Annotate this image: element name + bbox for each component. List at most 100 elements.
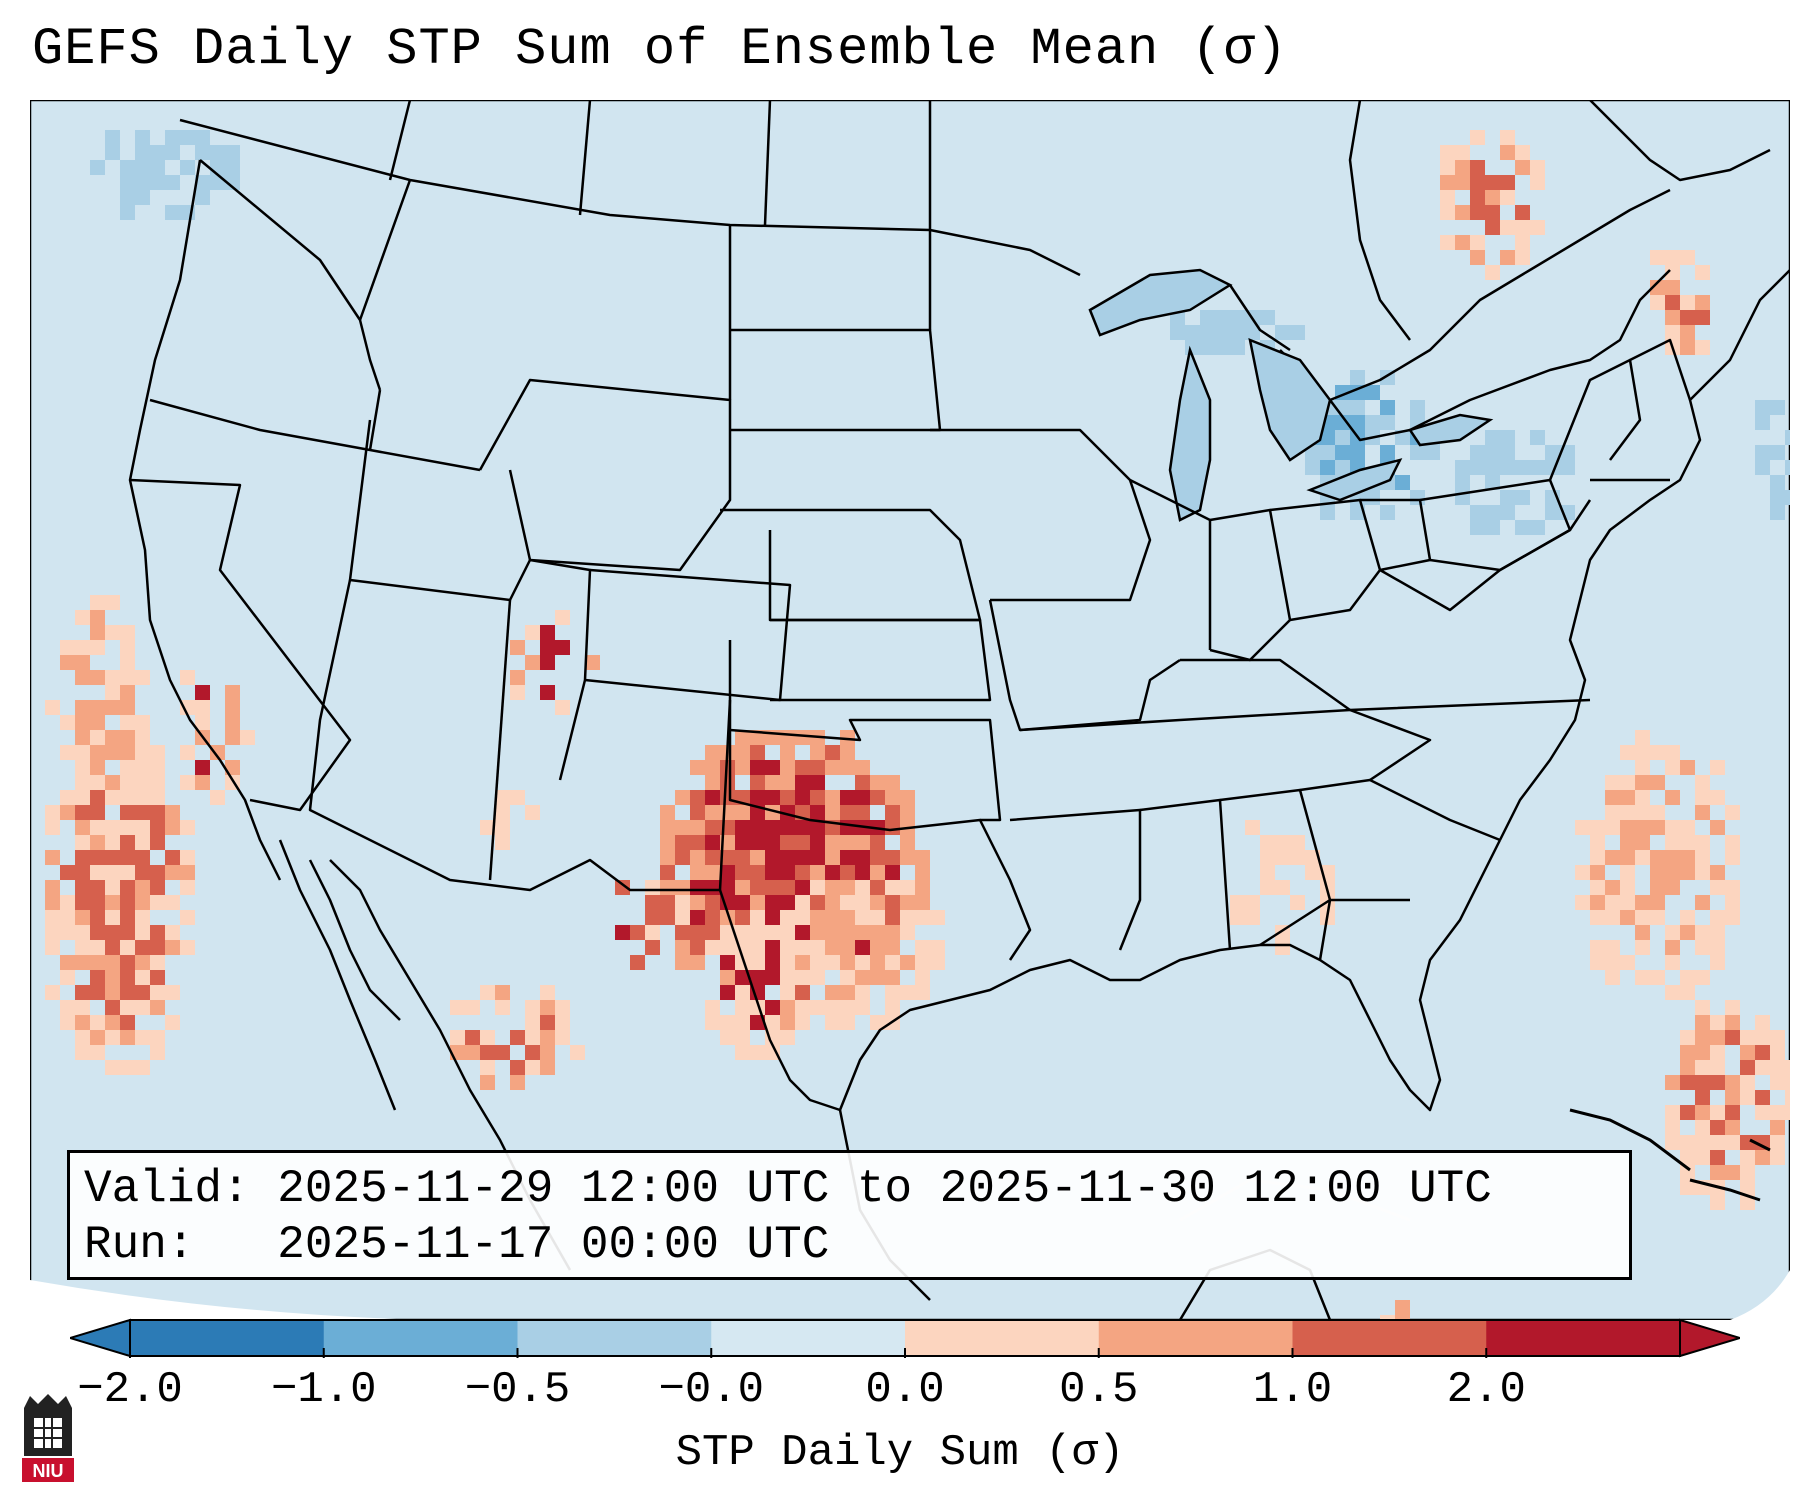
anomaly-cell bbox=[105, 745, 120, 760]
anomaly-cell bbox=[1725, 910, 1740, 925]
anomaly-cell bbox=[105, 955, 120, 970]
anomaly-cell bbox=[1260, 865, 1275, 880]
anomaly-cell bbox=[780, 745, 795, 760]
anomaly-cell bbox=[90, 985, 105, 1000]
anomaly-cell bbox=[225, 160, 240, 175]
anomaly-cell bbox=[60, 955, 75, 970]
anomaly-cell bbox=[1650, 280, 1665, 295]
anomaly-cell bbox=[720, 805, 735, 820]
anomaly-cell bbox=[1770, 1030, 1785, 1045]
anomaly-cell bbox=[105, 895, 120, 910]
anomaly-cell bbox=[705, 925, 720, 940]
anomaly-cell bbox=[765, 955, 780, 970]
anomaly-cell bbox=[855, 775, 870, 790]
anomaly-cell bbox=[180, 910, 195, 925]
anomaly-cell bbox=[120, 625, 135, 640]
anomaly-cell bbox=[1380, 1315, 1395, 1320]
anomaly-cell bbox=[1170, 325, 1185, 340]
anomaly-cell bbox=[75, 610, 90, 625]
anomaly-cell bbox=[1680, 325, 1695, 340]
anomaly-cell bbox=[645, 895, 660, 910]
anomaly-cell bbox=[1455, 475, 1470, 490]
anomaly-cell bbox=[1665, 790, 1680, 805]
anomaly-cell bbox=[1680, 850, 1695, 865]
anomaly-cell bbox=[1680, 1105, 1695, 1120]
anomaly-cell bbox=[1530, 430, 1545, 445]
anomaly-cell bbox=[795, 820, 810, 835]
anomaly-cell bbox=[105, 820, 120, 835]
anomaly-cell bbox=[1290, 835, 1305, 850]
anomaly-cell bbox=[840, 790, 855, 805]
anomaly-cell bbox=[555, 1000, 570, 1015]
anomaly-cell bbox=[165, 925, 180, 940]
anomaly-cell bbox=[1545, 505, 1560, 520]
anomaly-cell bbox=[105, 775, 120, 790]
anomaly-cell bbox=[135, 145, 150, 160]
anomaly-cell bbox=[1230, 325, 1245, 340]
anomaly-cell bbox=[780, 730, 795, 745]
anomaly-cell bbox=[60, 865, 75, 880]
anomaly-cell bbox=[1635, 925, 1650, 940]
anomaly-cell bbox=[555, 700, 570, 715]
anomaly-cell bbox=[915, 910, 930, 925]
colorbar-segment bbox=[905, 1320, 1100, 1356]
anomaly-cell bbox=[1725, 1075, 1740, 1090]
anomaly-cell bbox=[795, 925, 810, 940]
anomaly-cell bbox=[900, 910, 915, 925]
anomaly-cell bbox=[105, 865, 120, 880]
anomaly-cell bbox=[870, 955, 885, 970]
anomaly-cell bbox=[90, 775, 105, 790]
anomaly-cell bbox=[1620, 895, 1635, 910]
anomaly-cell bbox=[1230, 895, 1245, 910]
anomaly-cell bbox=[870, 775, 885, 790]
anomaly-cell bbox=[1575, 895, 1590, 910]
anomaly-cell bbox=[90, 895, 105, 910]
anomaly-cell bbox=[720, 985, 735, 1000]
anomaly-cell bbox=[795, 955, 810, 970]
anomaly-cell bbox=[1680, 1045, 1695, 1060]
anomaly-cell bbox=[750, 970, 765, 985]
anomaly-cell bbox=[1500, 445, 1515, 460]
map-title: GEFS Daily STP Sum of Ensemble Mean (σ) bbox=[32, 20, 1288, 79]
anomaly-cell bbox=[1245, 325, 1260, 340]
anomaly-cell bbox=[780, 925, 795, 940]
anomaly-cell bbox=[1515, 235, 1530, 250]
anomaly-cell bbox=[1470, 190, 1485, 205]
anomaly-cell bbox=[495, 1000, 510, 1015]
anomaly-cell bbox=[1245, 895, 1260, 910]
anomaly-cell bbox=[90, 700, 105, 715]
anomaly-cell bbox=[1500, 250, 1515, 265]
anomaly-cell bbox=[735, 820, 750, 835]
anomaly-cell bbox=[1485, 475, 1500, 490]
anomaly-cell bbox=[555, 610, 570, 625]
anomaly-cell bbox=[540, 655, 555, 670]
anomaly-cell bbox=[1695, 940, 1710, 955]
anomaly-cell bbox=[90, 1030, 105, 1045]
anomaly-cell bbox=[765, 820, 780, 835]
anomaly-cell bbox=[660, 910, 675, 925]
anomaly-cell bbox=[615, 880, 630, 895]
anomaly-cell bbox=[165, 850, 180, 865]
anomaly-cell bbox=[1500, 175, 1515, 190]
anomaly-cell bbox=[1725, 835, 1740, 850]
anomaly-cell bbox=[780, 910, 795, 925]
anomaly-cell bbox=[720, 925, 735, 940]
anomaly-cell bbox=[915, 940, 930, 955]
anomaly-cell bbox=[840, 970, 855, 985]
anomaly-cell bbox=[135, 160, 150, 175]
anomaly-cell bbox=[1695, 1015, 1710, 1030]
anomaly-cell bbox=[1350, 370, 1365, 385]
anomaly-cell bbox=[495, 835, 510, 850]
anomaly-cell bbox=[1665, 820, 1680, 835]
anomaly-cell bbox=[1485, 505, 1500, 520]
anomaly-cell bbox=[810, 805, 825, 820]
anomaly-cell bbox=[705, 805, 720, 820]
anomaly-cell bbox=[1260, 835, 1275, 850]
anomaly-cell bbox=[75, 940, 90, 955]
anomaly-cell bbox=[675, 790, 690, 805]
colorbar-tick-label: −0.5 bbox=[464, 1365, 571, 1415]
anomaly-cell bbox=[180, 130, 195, 145]
anomaly-cell bbox=[1710, 1015, 1725, 1030]
anomaly-cell bbox=[855, 805, 870, 820]
anomaly-cell bbox=[690, 835, 705, 850]
